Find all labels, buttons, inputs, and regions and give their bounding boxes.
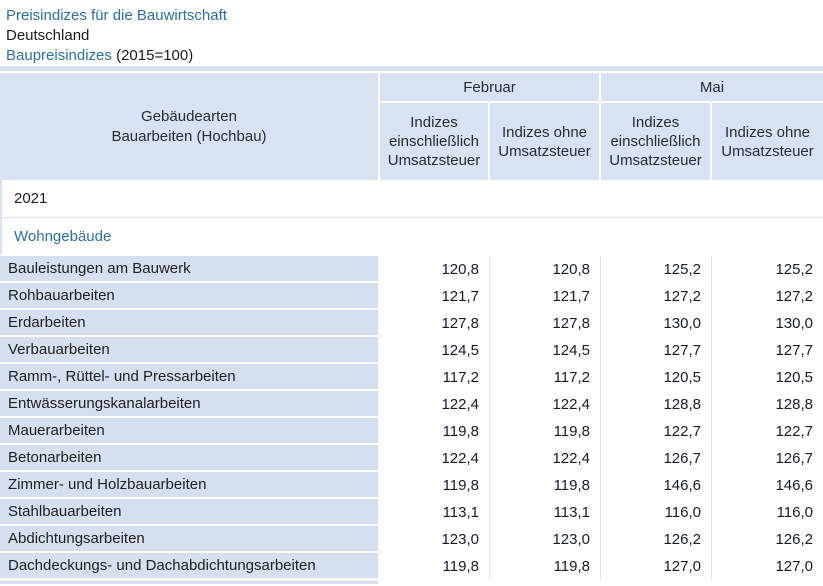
index-name: Baupreisindizes: [6, 47, 112, 64]
cell-value-februar-incl: 123,0: [380, 526, 490, 553]
cell-value-februar-excl: 123,0: [490, 526, 601, 553]
cell-value-mai-incl: 122,7: [601, 418, 712, 445]
partial-next-row: [0, 581, 378, 584]
table-row: Mauerarbeiten 119,8 119,8 122,7 122,7: [0, 418, 823, 445]
row-label: Dachdeckungs- und Dachabdichtungsarbeite…: [0, 553, 380, 580]
cell-value-februar-excl: 121,7: [490, 283, 601, 310]
row-label: Erdarbeiten: [0, 310, 380, 337]
cell-value-februar-excl: 122,4: [490, 445, 601, 472]
cell-value-mai-incl: 127,7: [601, 337, 712, 364]
section-row-wohngebaeude: Wohngebäude: [0, 218, 823, 254]
cell-value-februar-incl: 122,4: [380, 391, 490, 418]
column-header-gebaeudearten: Gebäudearten Bauarbeiten (Hochbau): [0, 73, 380, 180]
table-row: Rohbauarbeiten 121,7 121,7 127,2 127,2: [0, 283, 823, 310]
table-row: Erdarbeiten 127,8 127,8 130,0 130,0: [0, 310, 823, 337]
cell-value-februar-excl: 119,8: [490, 418, 601, 445]
group-label-link[interactable]: Wohngebäude: [14, 227, 112, 245]
cell-value-mai-excl: 127,7: [775, 342, 813, 359]
table-row: Ramm-, Rüttel- und Pressarbeiten 117,2 1…: [0, 364, 823, 391]
row-label: Abdichtungsarbeiten: [0, 526, 380, 553]
cell-value-februar-excl: 113,1: [490, 499, 601, 526]
section-divider: [0, 217, 823, 218]
column-group-mai: Mai: [601, 73, 823, 101]
row-label: Verbauarbeiten: [0, 337, 380, 364]
corner-header-line2: Bauarbeiten (Hochbau): [111, 127, 267, 145]
cell-value-februar-excl: 117,2: [490, 364, 601, 391]
row-label: Ramm-, Rüttel- und Pressarbeiten: [0, 364, 380, 391]
cell-value-mai-incl: 120,5: [601, 364, 712, 391]
cell-value-februar-excl: 119,8: [490, 553, 601, 580]
row-label: Entwässerungskanalarbeiten: [0, 391, 380, 418]
cell-value-mai-incl: 126,7: [601, 445, 712, 472]
table-header: Gebäudearten Bauarbeiten (Hochbau) Febru…: [0, 73, 823, 180]
cell-value-februar-incl: 124,5: [380, 337, 490, 364]
year-label: 2021: [14, 190, 48, 207]
cell-value-februar-incl: 119,8: [380, 418, 490, 445]
cell-value-mai-excl: 126,2: [775, 531, 813, 548]
table-row: Bauleistungen am Bauwerk 120,8 120,8 125…: [0, 256, 823, 283]
cell-value-mai-incl: 116,0: [601, 499, 712, 526]
cell-value-februar-excl: 122,4: [490, 391, 601, 418]
row-label: Betonarbeiten: [0, 445, 380, 472]
column-header-mai-indizes-einschliesslich-umsatzsteuer: Indizes einschließlich Umsatzsteuer: [601, 103, 712, 180]
page-subtitle: Deutschland: [6, 27, 90, 44]
page-title: Preisindizes für die Bauwirtschaft: [6, 7, 227, 24]
table-top-gap: [0, 71, 823, 73]
row-label: Stahlbauarbeiten: [0, 499, 380, 526]
cell-value-mai-incl: 128,8: [601, 391, 712, 418]
table-top-strip: [0, 66, 823, 71]
cell-value-februar-incl: 119,8: [380, 553, 490, 580]
cell-value-mai-incl: 127,0: [601, 553, 712, 580]
cell-value-februar-incl: 117,2: [380, 364, 490, 391]
cell-value-mai-incl: 126,2: [601, 526, 712, 553]
cell-value-februar-excl: 127,8: [490, 310, 601, 337]
cell-value-februar-incl: 127,8: [380, 310, 490, 337]
table-row: Dachdeckungs- und Dachabdichtungsarbeite…: [0, 553, 823, 580]
cell-value-februar-incl: 121,7: [380, 283, 490, 310]
table-row: Stahlbauarbeiten 113,1 113,1 116,0 116,0: [0, 499, 823, 526]
cell-value-mai-incl: 130,0: [601, 310, 712, 337]
cell-value-februar-excl: 119,8: [490, 472, 601, 499]
cell-value-februar-incl: 120,8: [380, 256, 490, 283]
cell-value-februar-incl: 119,8: [380, 472, 490, 499]
cell-value-mai-excl: 120,5: [775, 369, 813, 386]
index-title: Baupreisindizes (2015=100): [6, 46, 823, 66]
cell-value-februar-excl: 120,8: [490, 256, 601, 283]
column-header-februar-indizes-einschliesslich-umsatzsteuer: Indizes einschließlich Umsatzsteuer: [380, 103, 490, 180]
table-body: Bauleistungen am Bauwerk 120,8 120,8 125…: [0, 256, 823, 580]
column-group-februar: Februar: [380, 73, 601, 101]
row-label[interactable]: Bauleistungen am Bauwerk: [0, 256, 380, 283]
cell-value-februar-incl: 122,4: [380, 445, 490, 472]
cell-value-mai-excl: 146,6: [775, 477, 813, 494]
cell-value-mai-incl: 146,6: [601, 472, 712, 499]
table-row: Zimmer- und Holzbauarbeiten 119,8 119,8 …: [0, 472, 823, 499]
table-row: Betonarbeiten 122,4 122,4 126,7 126,7: [0, 445, 823, 472]
cell-value-februar-incl: 113,1: [380, 499, 490, 526]
cell-value-mai-excl: 128,8: [775, 396, 813, 413]
cell-value-mai-excl: 127,0: [775, 558, 813, 575]
index-base: (2015=100): [116, 47, 194, 64]
corner-header-line1: Gebäudearten: [141, 107, 237, 125]
cell-value-mai-excl: 126,7: [775, 450, 813, 467]
table-row: Verbauarbeiten 124,5 124,5 127,7 127,7: [0, 337, 823, 364]
cell-value-mai-excl: 130,0: [775, 315, 813, 332]
column-header-mai-indizes-ohne-umsatzsteuer: Indizes ohne Umsatzsteuer: [712, 103, 823, 180]
cell-value-mai-incl: 125,2: [601, 256, 712, 283]
row-label[interactable]: Rohbauarbeiten: [0, 283, 380, 310]
row-label: Mauerarbeiten: [0, 418, 380, 445]
cell-value-mai-excl: 125,2: [775, 261, 813, 278]
cell-value-mai-excl: 127,2: [775, 288, 813, 305]
cell-value-mai-excl: 116,0: [776, 504, 813, 521]
cell-value-februar-excl: 124,5: [490, 337, 601, 364]
table-row: Entwässerungskanalarbeiten 122,4 122,4 1…: [0, 391, 823, 418]
cell-value-mai-incl: 127,2: [601, 283, 712, 310]
row-label: Zimmer- und Holzbauarbeiten: [0, 472, 380, 499]
cell-value-mai-excl: 122,7: [775, 423, 813, 440]
page-header: Preisindizes für die Bauwirtschaft Deuts…: [0, 0, 823, 66]
column-header-februar-indizes-ohne-umsatzsteuer: Indizes ohne Umsatzsteuer: [490, 103, 601, 180]
table-row: Abdichtungsarbeiten 123,0 123,0 126,2 12…: [0, 526, 823, 553]
section-row-year: 2021: [0, 180, 823, 217]
